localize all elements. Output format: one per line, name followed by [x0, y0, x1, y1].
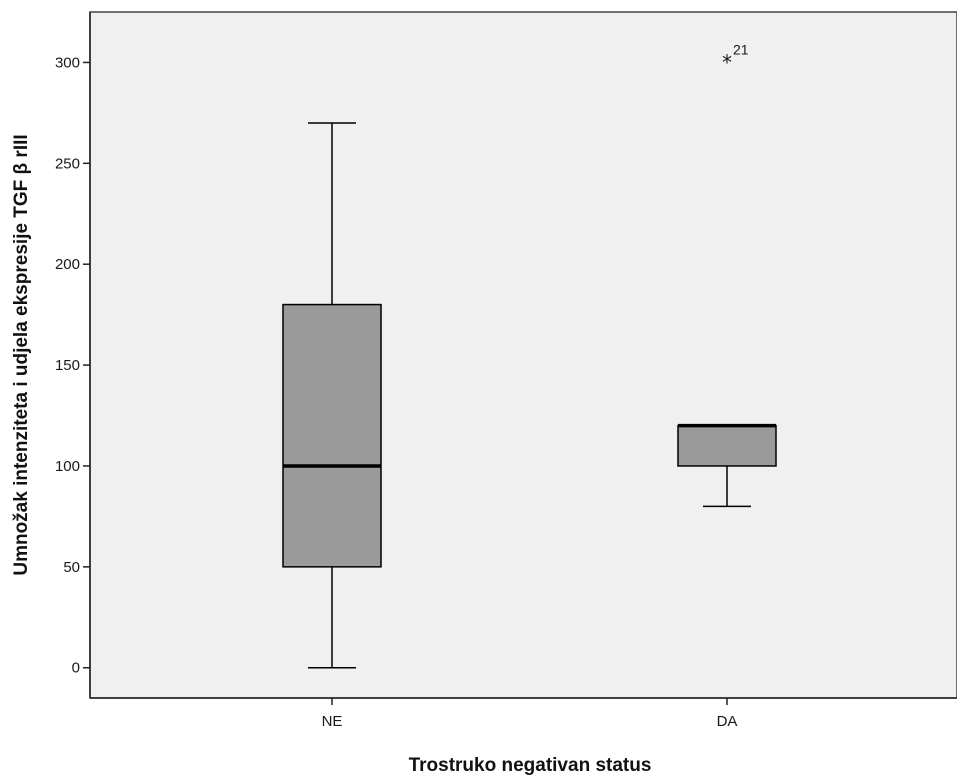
y-tick-label: 250 — [55, 155, 80, 172]
y-tick-label: 200 — [55, 256, 80, 273]
x-tick-label: DA — [717, 713, 738, 730]
y-tick-label: 0 — [72, 660, 80, 677]
y-axis: 0 50 100 150 200 250 300 — [55, 12, 91, 698]
y-tick-label: 300 — [55, 54, 80, 71]
y-tick-label: 50 — [63, 559, 80, 576]
box-da: *21 — [677, 41, 777, 508]
plot-area — [89, 11, 957, 699]
y-tick-label: 100 — [55, 458, 80, 475]
iqr-box — [282, 303, 382, 568]
iqr-box — [677, 424, 777, 467]
y-tick-label: 150 — [55, 357, 80, 374]
y-axis-title: Umnožak intenziteta i udjela ekspresije … — [11, 134, 32, 575]
x-axis: NE DA — [90, 697, 957, 730]
outlier-label: 21 — [733, 41, 749, 57]
boxes: *21 — [282, 41, 777, 669]
box-ne — [282, 122, 382, 669]
x-tick-label: NE — [322, 713, 343, 730]
outlier-marker: * — [722, 50, 732, 74]
x-axis-title: Trostruko negativan status — [409, 755, 652, 776]
